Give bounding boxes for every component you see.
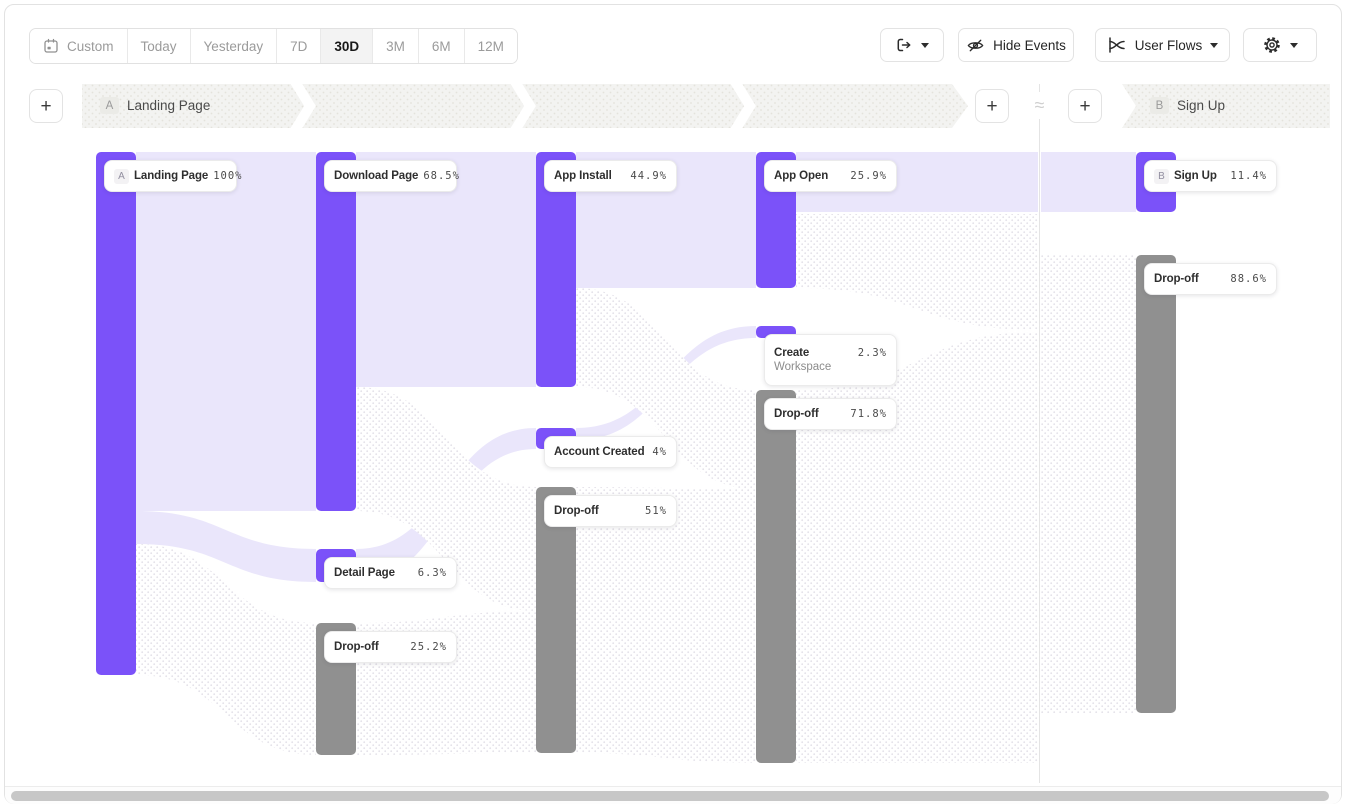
node-label-drop-off-step4[interactable]: Drop-off 71.8% bbox=[764, 398, 897, 430]
bar-download-page[interactable] bbox=[316, 152, 356, 511]
flow-appinstall-dropoff bbox=[576, 288, 756, 489]
band-a-label: Landing Page bbox=[127, 98, 211, 113]
node-label-drop-off-step2[interactable]: Drop-off 25.2% bbox=[324, 631, 457, 663]
bar-landing-page[interactable] bbox=[96, 152, 136, 675]
eye-off-icon bbox=[967, 39, 984, 51]
add-step-button-mid[interactable]: + bbox=[975, 89, 1009, 123]
step-band-a[interactable] bbox=[82, 80, 968, 132]
bar-drop-off-b[interactable] bbox=[1136, 255, 1176, 713]
node-label-detail-page[interactable]: Detail Page 6.3% bbox=[324, 557, 457, 589]
flow-appopen-dropoff bbox=[796, 214, 1038, 330]
event-b-badge: B bbox=[1150, 97, 1169, 114]
flow-dropoff4-carry bbox=[796, 332, 1038, 763]
add-step-button-a[interactable]: + bbox=[29, 89, 63, 123]
date-range-label: Custom bbox=[67, 38, 114, 54]
node-label-sign-up[interactable]: B Sign Up 11.4% bbox=[1144, 160, 1277, 192]
user-flows-view-button[interactable]: User Flows bbox=[1095, 28, 1230, 62]
event-a-badge: A bbox=[100, 97, 119, 114]
date-range-selector: Custom Today Yesterday 7D 30D 3M 6M 12M bbox=[29, 28, 518, 64]
flow-into-signup bbox=[1041, 152, 1136, 212]
flow-dropoff-b bbox=[1041, 255, 1136, 713]
node-label-app-open[interactable]: App Open 25.9% bbox=[764, 160, 897, 192]
step-band-b[interactable] bbox=[1122, 84, 1330, 128]
flows-chart-icon bbox=[1108, 37, 1125, 53]
event-b-badge: B bbox=[1154, 168, 1169, 184]
chevron-down-icon bbox=[1210, 42, 1219, 48]
band-a-title: A Landing Page bbox=[100, 97, 210, 114]
export-button[interactable] bbox=[880, 28, 944, 62]
flow-landing-to-detail bbox=[136, 511, 316, 582]
bar-drop-off-step4[interactable] bbox=[756, 390, 796, 763]
chevron-down-icon bbox=[1290, 42, 1298, 48]
date-range-7d[interactable]: 7D bbox=[277, 29, 322, 63]
date-range-yesterday[interactable]: Yesterday bbox=[190, 29, 278, 63]
date-range-3m[interactable]: 3M bbox=[373, 29, 419, 63]
event-a-badge: A bbox=[114, 168, 129, 184]
node-label-drop-off-step3[interactable]: Drop-off 51% bbox=[544, 495, 677, 527]
date-range-6m[interactable]: 6M bbox=[418, 29, 465, 63]
node-label-download-page[interactable]: Download Page 68.5% bbox=[324, 160, 459, 192]
settings-button[interactable] bbox=[1243, 28, 1317, 62]
band-chevron-icon bbox=[509, 84, 536, 128]
band-chevron-icon bbox=[729, 84, 756, 128]
date-range-30d[interactable]: 30D bbox=[321, 29, 374, 63]
band-chevron-icon bbox=[289, 84, 316, 128]
flow-download-to-appinstall bbox=[356, 152, 536, 387]
node-label-create-workspace[interactable]: Create 2.3% Workspace bbox=[764, 334, 897, 386]
band-b-label: Sign Up bbox=[1177, 98, 1226, 113]
date-range-custom[interactable]: Custom bbox=[30, 29, 128, 63]
chevron-down-icon bbox=[921, 42, 929, 48]
date-range-today[interactable]: Today bbox=[127, 29, 191, 63]
flow-landing-dropoff bbox=[136, 544, 316, 755]
node-label-landing-page[interactable]: A Landing Page 100% bbox=[104, 160, 241, 192]
export-icon bbox=[897, 38, 911, 52]
flow-dropoff3-carry bbox=[576, 487, 756, 763]
flow-download-dropoff bbox=[356, 387, 536, 611]
approx-separator: ≈ bbox=[1026, 92, 1053, 119]
user-flows-label: User Flows bbox=[1134, 37, 1203, 53]
calendar-icon bbox=[44, 38, 58, 53]
band-b-title: B Sign Up bbox=[1150, 97, 1225, 114]
hide-events-label: Hide Events bbox=[993, 37, 1066, 53]
horizontal-scrollbar-thumb[interactable] bbox=[11, 791, 1329, 801]
add-step-button-b[interactable]: + bbox=[1068, 89, 1102, 123]
hide-events-button[interactable]: Hide Events bbox=[958, 28, 1074, 62]
node-label-app-install[interactable]: App Install 44.9% bbox=[544, 160, 677, 192]
node-label-account-created[interactable]: Account Created 4% bbox=[544, 436, 677, 468]
horizontal-scrollbar bbox=[5, 786, 1341, 804]
node-label-drop-off-b[interactable]: Drop-off 88.6% bbox=[1144, 263, 1277, 295]
flow-landing-to-download bbox=[136, 152, 316, 511]
section-divider bbox=[1039, 84, 1040, 783]
bar-drop-off-step3[interactable] bbox=[536, 487, 576, 753]
date-range-12m[interactable]: 12M bbox=[464, 29, 517, 63]
gear-icon bbox=[1264, 37, 1280, 53]
